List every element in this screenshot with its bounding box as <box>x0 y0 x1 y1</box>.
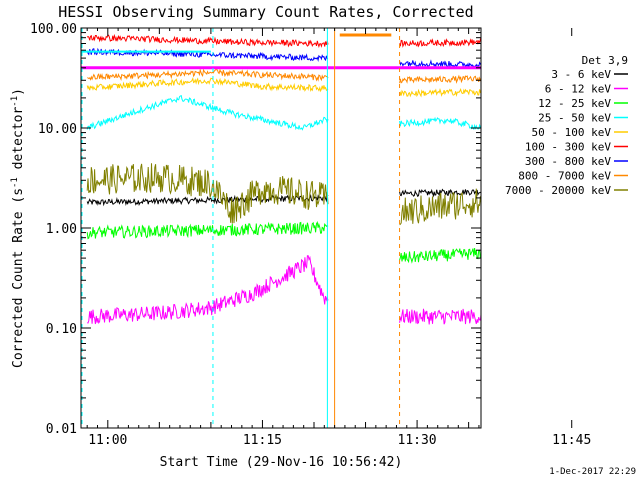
legend-entry: 7000 - 20000 keV <box>505 184 611 197</box>
axes: 11:0011:1511:3011:4512:0012:1512:300.010… <box>30 22 591 448</box>
x-tick-label: 11:45 <box>552 433 591 448</box>
x-tick-label: 11:30 <box>398 433 437 448</box>
y-tick-label: 10.00 <box>38 122 77 137</box>
chart-title: HESSI Observing Summary Count Rates, Cor… <box>58 3 473 21</box>
legend-entry: 6 - 12 keV <box>545 83 612 96</box>
series-line <box>86 193 329 207</box>
y-axis-label: Corrected Count Rate (s-1 detector-1) <box>10 88 26 368</box>
x-tick-label: 11:00 <box>88 433 127 448</box>
series-line <box>86 163 329 224</box>
y-tick-label: 100.00 <box>30 22 77 37</box>
y-tick-label: 1.00 <box>46 222 77 237</box>
legend-entry: 12 - 25 keV <box>538 97 611 110</box>
legend-entry: 800 - 7000 keV <box>518 170 611 183</box>
legend-entry: 300 - 800 keV <box>525 155 611 168</box>
legend-entry: 100 - 300 keV <box>525 141 611 154</box>
series-line <box>87 68 329 82</box>
y-label-sup-2: -1 <box>10 96 20 107</box>
y-label-part-2: detector <box>11 107 26 178</box>
y-label-part-1: Corrected Count Rate (s <box>11 188 26 368</box>
y-label-sup-1: -1 <box>10 177 20 188</box>
legend-entry: 25 - 50 keV <box>538 112 611 125</box>
x-axis-label: Start Time (29-Nov-16 10:56:42) <box>160 455 403 470</box>
series-line <box>86 220 329 240</box>
legend-entry: 3 - 6 keV <box>551 68 611 81</box>
y-label-part-3: ) <box>11 88 26 96</box>
series-line <box>86 94 329 131</box>
y-tick-label: 0.01 <box>46 422 77 437</box>
series-line <box>86 47 329 62</box>
footer-timestamp: 1-Dec-2017 22:29 <box>549 467 636 477</box>
legend-entry: 50 - 100 keV <box>532 126 612 139</box>
x-tick-label: 11:15 <box>243 433 282 448</box>
series-line <box>86 33 329 48</box>
series-line <box>86 77 329 93</box>
y-tick-label: 0.10 <box>46 322 77 337</box>
series-line <box>87 255 329 325</box>
legend-title: Det 3,9 <box>582 54 628 67</box>
